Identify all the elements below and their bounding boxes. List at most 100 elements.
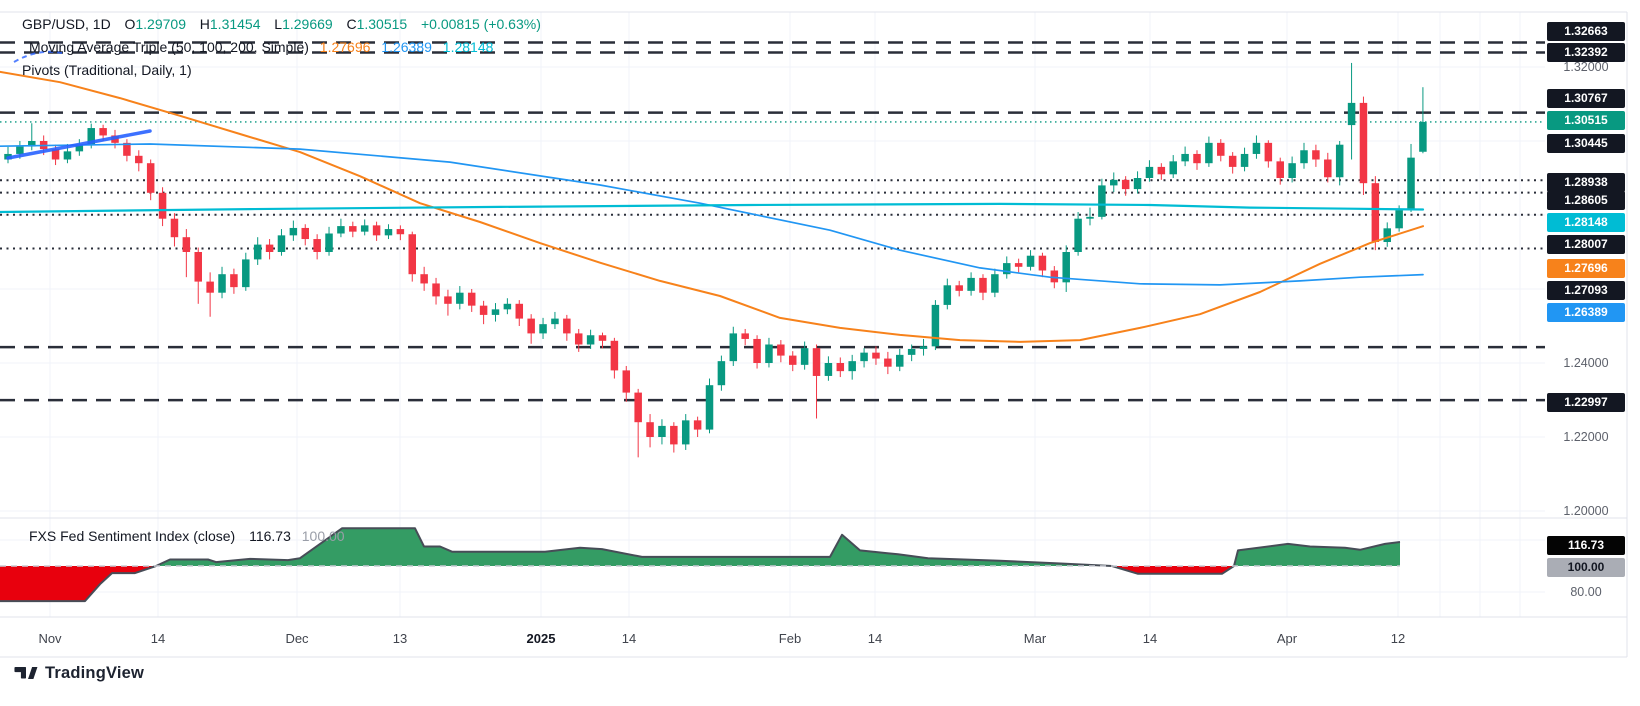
candle-body <box>1383 228 1391 243</box>
time-label: Feb <box>778 631 802 646</box>
candle-body <box>1003 263 1011 275</box>
time-label: 14 <box>150 631 166 646</box>
candle-body <box>1014 263 1023 267</box>
trendline-drawing <box>6 129 152 160</box>
time-label: 14 <box>1142 631 1158 646</box>
candle-body <box>943 285 952 305</box>
high-value: 1.31454 <box>209 16 261 32</box>
candle-body <box>967 277 975 291</box>
close-value: 1.30515 <box>356 16 408 32</box>
candle-body <box>277 235 286 252</box>
candle-body <box>1371 183 1380 243</box>
open-value: 1.29709 <box>135 16 186 32</box>
candle-body <box>979 277 987 293</box>
candle-body <box>551 318 559 325</box>
time-label: 12 <box>1390 631 1406 646</box>
candle-body <box>884 358 892 367</box>
candle-body <box>63 151 72 160</box>
candle-body <box>1312 150 1320 160</box>
time-label: Nov <box>38 631 62 646</box>
candle-body <box>1324 159 1332 178</box>
candle-body <box>563 318 571 334</box>
time-label: 14 <box>867 631 883 646</box>
candle-body <box>1145 166 1154 178</box>
sentiment-legend-row[interactable]: FXS Fed Sentiment Index (close) 116.73 1… <box>22 528 345 544</box>
candle-body <box>693 420 702 430</box>
candle-body <box>991 274 999 293</box>
sentiment-area-positive <box>0 528 1400 566</box>
price-label: 1.26389 <box>1547 302 1625 322</box>
candle-body <box>1169 161 1177 175</box>
candle-body <box>1098 185 1106 217</box>
candle-body <box>634 392 642 423</box>
candle-body <box>1157 166 1166 175</box>
candle-body <box>360 225 369 232</box>
sma100-value: 1.26389 <box>381 39 432 55</box>
time-label: 2025 <box>526 631 556 646</box>
candle-body <box>598 335 607 341</box>
candle-body <box>1038 255 1047 271</box>
sentiment-line <box>0 527 1401 603</box>
sma50-line <box>0 70 1424 343</box>
candle-body <box>146 163 155 193</box>
candle-body <box>182 237 191 252</box>
candle-body <box>812 348 821 376</box>
candle-body <box>432 283 440 297</box>
candle-body <box>800 348 809 365</box>
candle-body <box>349 226 357 232</box>
candle-body <box>467 292 476 306</box>
price-label: 1.20000 <box>1563 503 1609 518</box>
candle-body <box>123 142 131 156</box>
candle-body <box>503 303 512 310</box>
candle-body <box>194 252 202 282</box>
candle-body <box>622 370 631 393</box>
symbol-title: GBP/USD, 1D <box>22 16 111 32</box>
symbol-legend-row[interactable]: GBP/USD, 1D O1.29709 H1.31454 L1.29669 C… <box>22 16 541 32</box>
candle-body <box>788 355 797 365</box>
candle-body <box>955 285 963 291</box>
candle-body <box>75 144 84 152</box>
candle-body <box>610 340 619 371</box>
candle-body <box>1252 142 1261 154</box>
time-label: 13 <box>392 631 408 646</box>
candle-body <box>681 420 690 445</box>
price-label: 1.28605 <box>1547 190 1625 210</box>
high-label: H <box>199 16 210 32</box>
candle-body <box>646 422 654 437</box>
candle-body <box>265 244 274 252</box>
candle-body <box>170 218 179 238</box>
candle-body <box>337 226 345 234</box>
tradingview-logo-text: TradingView <box>45 663 145 682</box>
pivots-legend-row[interactable]: Pivots (Traditional, Daily, 1) <box>22 62 192 78</box>
candle-body <box>16 146 24 154</box>
sma50-value: 1.27696 <box>319 39 371 55</box>
candle-body <box>1181 153 1189 162</box>
candle-body <box>931 304 940 347</box>
tradingview-logo[interactable]: TradingView <box>14 662 144 684</box>
price-label: 1.27696 <box>1547 258 1625 278</box>
candle-body <box>1050 270 1059 283</box>
candle-body <box>1133 178 1142 190</box>
time-label: Mar <box>1023 631 1047 646</box>
price-label: 1.22997 <box>1547 392 1625 412</box>
candle-body <box>1086 216 1094 219</box>
sma200-value: 1.28148 <box>442 39 494 55</box>
candle-body <box>1228 155 1237 167</box>
candle-body <box>218 274 226 293</box>
candle-body <box>456 292 464 304</box>
price-label: 80.00 <box>1570 584 1602 599</box>
candle-body <box>527 318 535 334</box>
price-label: 1.28007 <box>1547 234 1625 254</box>
candle-body <box>28 141 36 147</box>
candle-body <box>396 229 405 235</box>
candle-body <box>1395 210 1403 229</box>
candle-body <box>289 227 298 236</box>
candle-body <box>384 229 393 236</box>
low-label: L <box>274 16 283 32</box>
candle-body <box>1110 179 1118 186</box>
candle-body <box>919 346 928 349</box>
moving-average-legend-row[interactable]: Moving Average Triple (50, 100, 200, Sim… <box>22 39 493 55</box>
candle-body <box>1335 144 1344 178</box>
price-label: 1.24000 <box>1563 355 1609 370</box>
